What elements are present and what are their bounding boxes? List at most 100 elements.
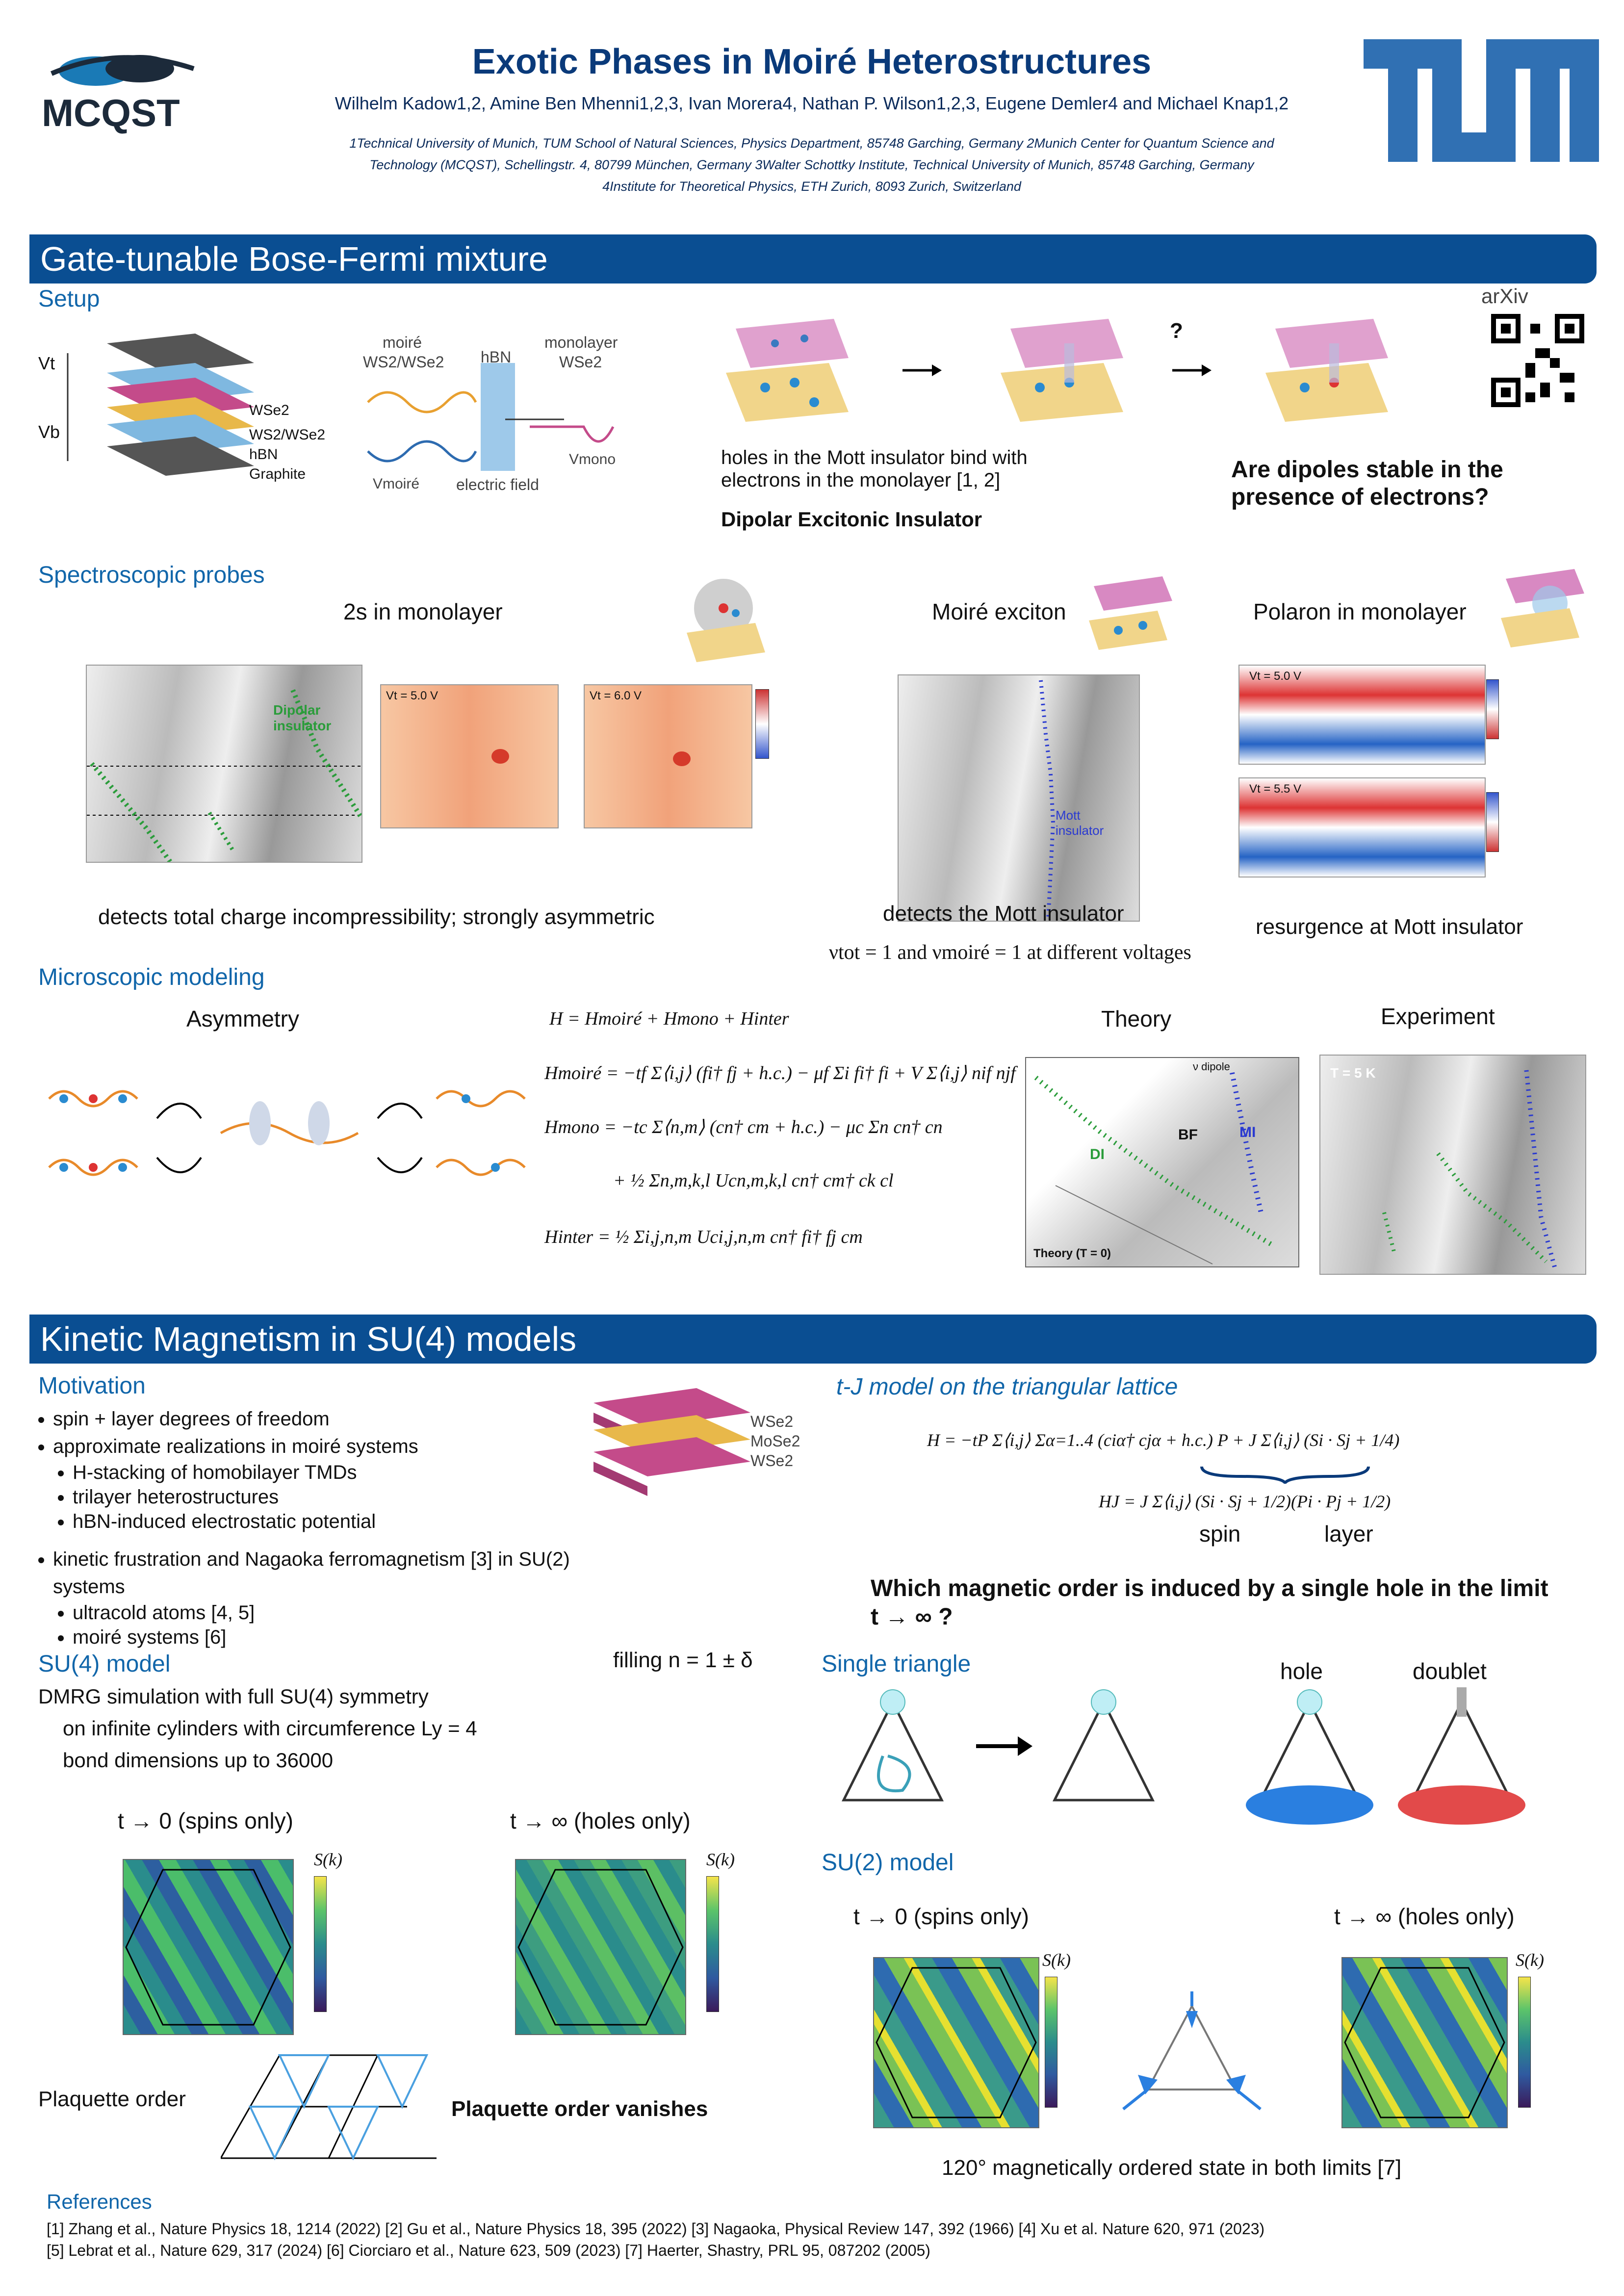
author-list: Wilhelm Kadow1,2, Amine Ben Mhenni1,2,3,… [335, 93, 1289, 113]
hole-doublet-diagram [1241, 1687, 1584, 1830]
asym-left-bottom [48, 1159, 138, 1176]
band-label-hbn: hBN [481, 348, 512, 366]
panel-moire-exciton-caption: detects the Mott insulator [883, 902, 1124, 926]
panel-2s-illustration [682, 574, 765, 662]
motivation-list: spin + layer degrees of freedom approxim… [38, 1405, 627, 1650]
su4-colorbar-1 [314, 1876, 327, 2012]
question-mark: ? [1170, 319, 1183, 343]
su4-line-1: DMRG simulation with full SU(4) symmetry [38, 1685, 429, 1708]
panel-moire-exciton-caption2: νtot = 1 and νmoiré = 1 at different vol… [829, 941, 1191, 964]
motivation-sub-bullet-4: ultracold atoms [4, 5] [73, 1600, 627, 1625]
underbrace [1197, 1464, 1373, 1485]
polaron-vt5-label: Vt = 5.0 V [1249, 670, 1302, 683]
su2-plot1-title: t → 0 (spins only) [853, 1904, 1029, 1929]
heatmap-vt6-label: Vt = 6.0 V [590, 689, 642, 702]
su2-colorbar-2 [1518, 1977, 1531, 2108]
equation-tj-hamiltonian: H = −tP Σ⟨i,j⟩ Σα=1..4 (ciα† cjα + h.c.)… [927, 1430, 1400, 1450]
arrow-right-1 [902, 363, 942, 378]
su2-model-heading: SU(2) model [822, 1850, 954, 1876]
magnetic-order-question: Which magnetic order is induced by a sin… [871, 1575, 1548, 1630]
motivation-bullet-3: kinetic frustration and Nagaoka ferromag… [53, 1546, 627, 1600]
references-line-2: [5] Lebrat et al., Nature 629, 317 (2024… [47, 2242, 930, 2259]
heatmap-vt5-label: Vt = 5.0 V [386, 689, 438, 702]
su2-colorbar-1 [1045, 1977, 1057, 2108]
equation-H-mono-interaction: + ½ Σn,m,k,l Ucn,m,k,l cn† cm† ck cl [613, 1170, 894, 1191]
panel-moire-exciton-illustration [1084, 576, 1172, 650]
equation-H-moire: Hmoiré = −tf Σ⟨i,j⟩ (fi† fj + h.c.) − μf… [544, 1063, 1016, 1084]
trilayer-stack-figure: WSe2 MoSe2 WSe2 [589, 1383, 814, 1496]
affiliations: 1Technical University of Munich, TUM Sch… [275, 132, 1349, 197]
stack-label-wse2: WSe2 [249, 402, 289, 418]
chart-su2-structure-factor-t0 [873, 1957, 1039, 2128]
mcqst-logo-text: MCQST [42, 91, 180, 134]
polaron-colorbar-2 [1486, 792, 1499, 852]
band-label-ws2-wse2: WS2/WSe2 [363, 353, 444, 371]
chart-polaron-vt55: Vt = 5.5 V [1238, 777, 1486, 877]
panel-polaron-title: Polaron in monolayer [1253, 599, 1467, 624]
band-label-moire: moiré [383, 334, 422, 351]
chart-su4-structure-factor-t0 [123, 1859, 294, 2035]
plaquette-lattice-diagram [220, 2050, 441, 2163]
chart-su4-structure-factor-tinf [515, 1859, 686, 2035]
su4-sk-label-2: S(k) [706, 1850, 735, 1869]
su2-sk-label-2: S(k) [1516, 1950, 1544, 1970]
panel-2s-title: 2s in monolayer [343, 599, 503, 624]
single-triangle-diagram [834, 1687, 1177, 1815]
stability-question: Are dipoles stable in the presence of el… [1231, 457, 1503, 510]
band-label-vmoire: Vmoiré [373, 476, 420, 492]
lattice-illustration-3 [1256, 314, 1393, 422]
tum-logo [1364, 39, 1599, 162]
tj-model-heading: t-J model on the triangular lattice [836, 1374, 1178, 1400]
heatmap-colorbar [755, 689, 769, 759]
gate-label-bottom: Vb [38, 422, 60, 442]
stack-label-ws2-wse2: WS2/WSe2 [249, 427, 326, 443]
band-label-vmono: Vmono [569, 451, 616, 467]
trilayer-label-mose2: MoSe2 [750, 1432, 800, 1450]
heatmap-vt5-peak [491, 749, 509, 764]
section-banner-kinetic-magnetism: Kinetic Magnetism in SU(4) models [29, 1315, 1597, 1364]
dipolar-excitonic-insulator-label: Dipolar Excitonic Insulator [721, 508, 982, 531]
su4-plot2-title: t → ∞ (holes only) [510, 1808, 691, 1833]
spectroscopic-probes-heading: Spectroscopic probes [38, 562, 265, 588]
references-line-1: [1] Zhang et al., Nature Physics 18, 121… [47, 2220, 1265, 2238]
arrow-right-2 [1172, 363, 1212, 378]
affiliation-line-3: 4Institute for Theoretical Physics, ETH … [602, 179, 1021, 194]
panel-moire-exciton-title: Moiré exciton [932, 599, 1066, 624]
single-triangle-heading: Single triangle [822, 1651, 971, 1677]
chart-2s-heatmap-vt5: Vt = 5.0 V [380, 684, 559, 828]
lattice-illustration-2 [991, 314, 1128, 422]
motivation-sub-bullet-3: hBN-induced electrostatic potential [73, 1509, 627, 1534]
su4-model-heading: SU(4) model [38, 1651, 171, 1677]
section-banner-bose-fermi: Gate-tunable Bose-Fermi mixture [29, 234, 1597, 284]
equation-H-inter: Hinter = ½ Σi,j,n,m Uci,j,n,m cn† fi† fj… [544, 1227, 863, 1247]
motivation-sub-bullet-1: H-stacking of homobilayer TMDs [73, 1460, 627, 1485]
qr-code[interactable] [1491, 314, 1584, 407]
bind-description: holes in the Mott insulator bind with el… [721, 447, 1028, 491]
su4-plot1-title: t → 0 (spins only) [118, 1808, 293, 1833]
doublet-label: doublet [1413, 1658, 1487, 1684]
stack-label-graphite: Graphite [249, 466, 306, 482]
motivation-sub-bullet-5: moiré systems [6] [73, 1625, 627, 1650]
band-label-field: electric field [456, 476, 539, 493]
band-label-monolayer: monolayer [544, 334, 618, 351]
asymmetry-title: Asymmetry [186, 1006, 299, 1032]
su4-colorbar-2 [706, 1876, 719, 2012]
mcqst-logo: MCQST [37, 44, 204, 134]
heterostructure-stack-figure: Vt Vb WSe2 WS2/WSe2 hBN Graphite [38, 324, 352, 500]
motivation-heading: Motivation [38, 1373, 146, 1399]
experiment-temperature-label: T = 5 K [1330, 1065, 1376, 1081]
su4-sk-label-1: S(k) [314, 1850, 342, 1869]
asymmetry-diagram [44, 1069, 535, 1207]
asym-left-top [48, 1090, 138, 1108]
phase-label-mi: MI [1239, 1124, 1256, 1140]
panel-2s-caption: detects total charge incompressibility; … [98, 905, 655, 929]
references-heading: References [47, 2190, 152, 2213]
gate-label-top: Vt [38, 353, 55, 373]
su2-120-degree-triangle [1118, 1991, 1265, 2119]
theory-title: Theory [1101, 1006, 1172, 1032]
affiliation-line-1: 1Technical University of Munich, TUM Sch… [349, 136, 1274, 151]
trilayer-label-wse2-bottom: WSe2 [750, 1452, 794, 1470]
equation-H-mono: Hmono = −tc Σ⟨n,m⟩ (cn† cm + h.c.) − μc … [544, 1117, 943, 1137]
lattice-illustration-1 [716, 314, 853, 422]
polaron-vt55-label: Vt = 5.5 V [1249, 782, 1302, 796]
